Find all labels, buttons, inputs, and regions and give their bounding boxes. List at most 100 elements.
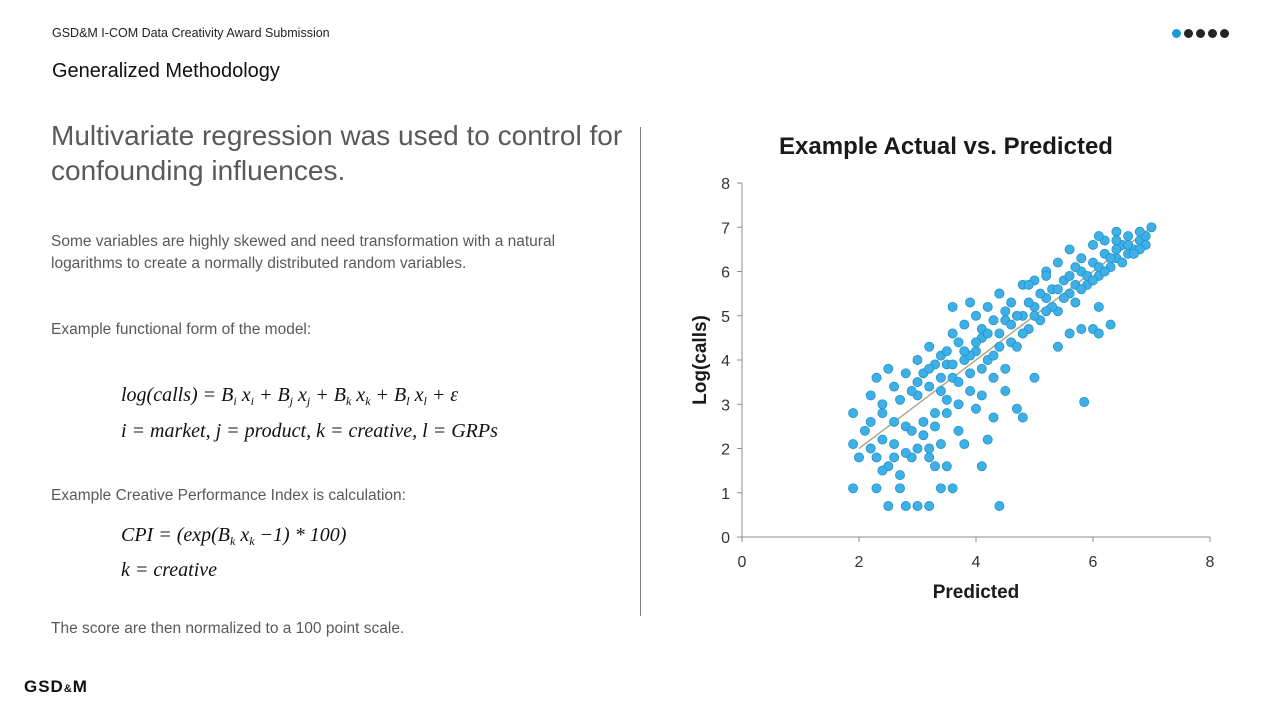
data-point	[1011, 310, 1022, 321]
eq1-t2s: j	[289, 394, 294, 408]
eq2-text: i = market, j = product, k = creative, l…	[121, 420, 498, 442]
paragraph-normalize: The score are then normalized to a 100 p…	[51, 620, 405, 637]
vertical-divider	[640, 127, 641, 616]
data-point	[854, 452, 864, 463]
data-point	[1123, 231, 1134, 242]
data-point	[959, 346, 970, 357]
progress-dot-1	[1172, 29, 1181, 38]
eq1-t3x: x	[351, 384, 366, 406]
y-tick-label: 4	[721, 353, 730, 370]
data-point	[848, 408, 859, 419]
data-point	[1117, 257, 1128, 268]
gsdm-logo: GSD&M	[24, 677, 88, 697]
data-point	[1093, 231, 1104, 242]
data-point	[1023, 279, 1034, 290]
logo-amp: &	[63, 683, 73, 695]
data-point	[1079, 397, 1090, 407]
data-point	[895, 483, 905, 494]
chart-x-label: Predicted	[933, 582, 1020, 603]
data-point	[848, 439, 859, 450]
data-point	[941, 346, 952, 357]
eq1-t4s: l	[406, 394, 410, 408]
eq1-t3xs: k	[365, 394, 371, 408]
eq1-t4x: x	[409, 384, 424, 406]
y-tick-label: 6	[721, 265, 730, 282]
eq1-t2: + B	[253, 384, 290, 406]
progress-dot-2	[1184, 29, 1193, 38]
data-point	[865, 416, 876, 427]
data-point	[865, 443, 876, 454]
data-point	[924, 443, 935, 454]
data-point	[988, 315, 999, 326]
eq3-a: CPI = (exp(B	[121, 524, 231, 546]
data-point	[1052, 341, 1063, 352]
data-point	[1093, 328, 1104, 339]
paragraph-skew: Some variables are highly skewed and nee…	[51, 233, 556, 272]
data-point	[924, 363, 935, 374]
data-point	[848, 483, 859, 494]
eq1-t1xs: i	[250, 394, 254, 408]
data-point	[1123, 239, 1134, 250]
y-tick-label: 7	[721, 220, 730, 237]
data-point	[1006, 319, 1017, 330]
data-point	[889, 416, 900, 427]
data-point	[971, 403, 981, 414]
data-point	[1070, 262, 1081, 273]
data-point	[900, 368, 911, 379]
data-point	[877, 465, 888, 476]
data-point	[1035, 288, 1046, 299]
equation-cpi: CPI = (exp(Bk xk −1) * 100)	[121, 524, 346, 549]
data-point	[1111, 235, 1122, 246]
data-point	[895, 394, 905, 405]
data-point	[924, 452, 935, 463]
eq1-t1x: x	[236, 384, 251, 406]
data-point	[953, 377, 964, 388]
data-point	[912, 377, 923, 388]
data-point	[1134, 226, 1145, 237]
data-point	[959, 319, 970, 330]
data-point	[976, 390, 987, 401]
data-point	[889, 381, 900, 392]
chart-axes: 0 1 2 3 4 5 6 7 8 0 2 4 6 8	[721, 176, 1214, 571]
data-point	[1064, 328, 1075, 339]
data-point	[976, 461, 987, 472]
progress-dot-5	[1220, 29, 1229, 38]
data-point	[1105, 319, 1116, 330]
data-point	[988, 372, 999, 383]
data-point	[1041, 270, 1052, 281]
data-point	[1076, 253, 1087, 264]
data-point	[947, 301, 958, 312]
eq1-t1: B	[221, 384, 234, 406]
eq1-t4xs: l	[423, 394, 427, 408]
data-point	[994, 328, 1005, 339]
data-point	[953, 399, 964, 410]
data-point	[924, 381, 935, 392]
data-point	[1006, 297, 1017, 308]
data-point	[935, 439, 946, 450]
eq1-t4: + B	[370, 384, 407, 406]
data-point	[965, 368, 976, 379]
data-point	[871, 372, 882, 383]
eq3-bs: k	[249, 534, 255, 548]
data-point	[1146, 222, 1157, 233]
y-tick-label: 3	[721, 397, 730, 414]
slide-progress-dots	[1172, 29, 1229, 38]
data-point	[871, 452, 882, 463]
data-point	[895, 470, 905, 481]
data-point	[1058, 293, 1069, 303]
y-tick-label: 2	[721, 442, 730, 459]
eq4-text: k = creative	[121, 559, 218, 581]
data-point	[906, 386, 917, 396]
eq1-t3: + B	[310, 384, 346, 406]
data-point	[1017, 412, 1028, 423]
data-point	[953, 337, 964, 348]
data-point	[912, 443, 923, 454]
y-tick-label: 1	[721, 486, 730, 503]
paragraph-functional-form: Example functional form of the model:	[51, 321, 312, 338]
data-point	[889, 452, 900, 463]
chart-title: Example Actual vs. Predicted	[779, 133, 1113, 160]
data-point	[1088, 239, 1098, 250]
data-point	[971, 310, 981, 321]
x-tick-label: 0	[738, 554, 747, 571]
data-point	[930, 408, 940, 419]
